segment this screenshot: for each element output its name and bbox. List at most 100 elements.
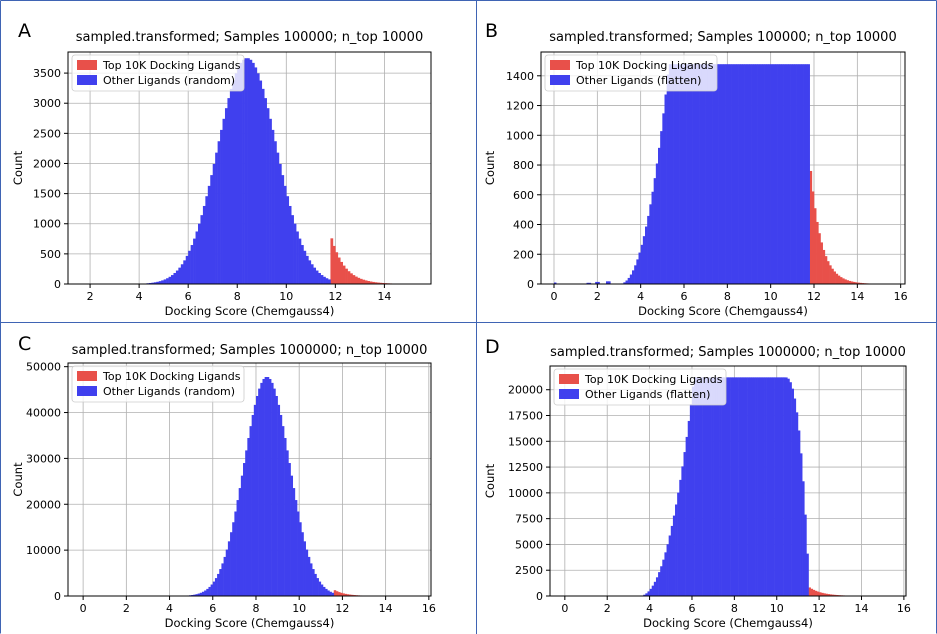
histogram-bar — [764, 377, 767, 596]
histogram-bar — [811, 191, 815, 284]
histogram-bar — [703, 64, 706, 284]
histogram-bar — [792, 64, 795, 284]
histogram-bar — [554, 282, 557, 284]
histogram-bar — [806, 553, 809, 596]
histogram-bar — [279, 414, 283, 596]
histogram-bar — [217, 573, 220, 596]
histogram-bar — [804, 514, 807, 596]
histogram-bar — [269, 118, 272, 284]
histogram-bar — [692, 64, 696, 284]
histogram-bar — [278, 163, 282, 284]
x-axis-label: Docking Score (Chemgauss4) — [638, 304, 808, 318]
histogram-bar — [723, 377, 727, 596]
legend-entry: Top 10K Docking Ligands — [575, 59, 714, 72]
histogram-bar — [706, 377, 710, 596]
histogram-bar — [812, 589, 816, 596]
histogram-bar — [672, 515, 676, 596]
panel-label: D — [485, 336, 500, 358]
legend: Top 10K Docking Ligands Other Ligands (ra… — [71, 365, 245, 403]
histogram-bar — [798, 64, 802, 284]
histogram-bar — [677, 492, 680, 596]
histogram-bar — [271, 382, 274, 596]
axes-frame — [67, 51, 432, 285]
legend: Top 10K Docking Ligands Other Ligands (ra… — [71, 54, 245, 92]
histogram-bar — [206, 588, 209, 596]
histogram-bar — [698, 377, 701, 596]
y-tick-label: 3000 — [33, 97, 61, 110]
histogram-bar — [668, 64, 672, 284]
histogram-bar — [762, 64, 765, 284]
histogram-bar — [286, 196, 290, 284]
histogram-bar — [649, 588, 653, 596]
histogram-bar — [761, 377, 765, 596]
histogram-bar — [820, 242, 823, 284]
chart-title: sampled.transformed; Samples 100000; n_t… — [76, 30, 423, 45]
histogram-bar — [158, 281, 162, 284]
histogram-bar — [333, 590, 337, 596]
histogram-bar — [210, 175, 214, 284]
histogram-bar — [344, 593, 348, 596]
y-tick-label: 2000 — [33, 157, 61, 170]
histogram-bar — [660, 131, 663, 284]
y-tick-label: 0 — [54, 278, 61, 291]
histogram-bar — [320, 584, 324, 596]
x-tick-label: 2 — [87, 290, 94, 303]
x-tick-label: 14 — [850, 290, 864, 303]
histogram-bar — [684, 64, 687, 284]
histogram-bar — [700, 377, 703, 596]
legend-entry: Other Ligands (flatten) — [576, 74, 701, 87]
histogram-bar — [859, 282, 862, 284]
histogram-bar — [701, 64, 704, 284]
histogram-bar — [766, 377, 769, 596]
histogram-bar — [293, 223, 297, 284]
x-tick-label: 12 — [807, 290, 821, 303]
histogram-bar — [757, 377, 761, 596]
histogram-bar — [785, 64, 789, 284]
x-tick-label: 16 — [422, 602, 436, 615]
legend-swatch — [559, 389, 579, 399]
legend-entry: Other Ligands (random) — [103, 74, 235, 87]
y-tick-label: 800 — [513, 159, 534, 172]
histogram-bar — [685, 436, 689, 596]
histogram-bar — [337, 257, 341, 284]
histogram-bar — [277, 404, 281, 596]
legend-swatch — [550, 75, 570, 85]
legend-entry: Top 10K Docking Ligands — [102, 370, 241, 383]
histogram-bar — [153, 282, 157, 284]
histogram-bar — [829, 265, 832, 284]
legend-swatch — [77, 75, 97, 85]
histogram-bar — [755, 64, 758, 284]
y-tick-label: 1000 — [33, 218, 61, 231]
histogram-bar — [819, 592, 822, 596]
histogram-bar — [853, 281, 856, 284]
histogram-bar — [794, 64, 797, 284]
y-tick-label: 0 — [54, 590, 61, 603]
histogram-bar — [275, 395, 278, 596]
histogram-bar — [318, 272, 321, 284]
histogram-bar — [740, 64, 743, 284]
histogram-bar — [367, 281, 370, 284]
histogram-bar — [197, 223, 201, 284]
histogram-bar — [625, 280, 628, 284]
histogram-bar — [193, 238, 196, 284]
histogram-bar — [298, 238, 302, 284]
histogram-bar — [707, 64, 711, 284]
legend-entry: Other Ligands (random) — [103, 385, 235, 398]
histogram-bar — [379, 282, 383, 284]
x-tick-label: 8 — [234, 290, 241, 303]
x-tick-label: 14 — [855, 602, 869, 615]
histogram-bar — [329, 591, 332, 596]
y-axis-label: Count — [483, 463, 497, 498]
histogram-bar — [288, 205, 292, 284]
histogram-bar — [230, 532, 233, 596]
histogram-bar — [595, 281, 598, 284]
histogram-bar — [266, 377, 270, 596]
histogram-bar — [340, 592, 343, 596]
histogram-bar — [232, 522, 235, 596]
series-bars — [808, 587, 873, 596]
histogram-bar — [736, 64, 739, 284]
histogram-bar — [677, 64, 680, 284]
histogram-bar — [694, 64, 698, 284]
histogram-bar — [666, 544, 669, 596]
